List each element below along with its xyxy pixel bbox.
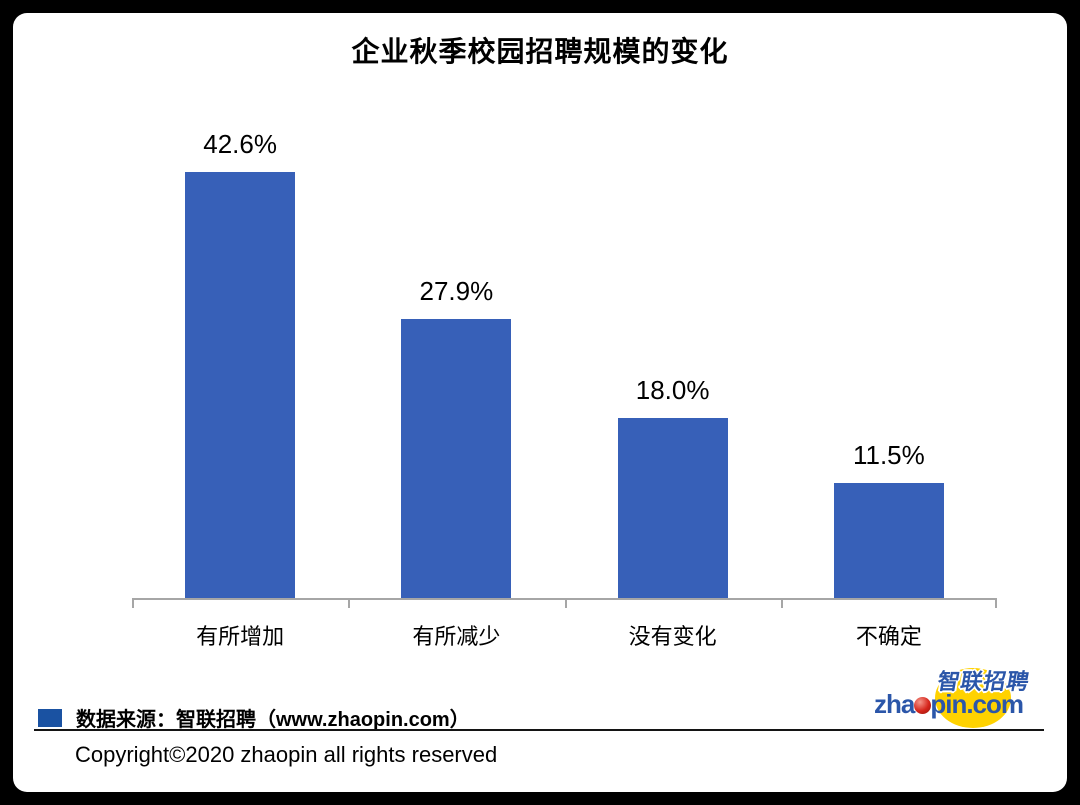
axis-tick xyxy=(780,600,783,608)
bar-group: 11.5% xyxy=(781,125,997,598)
chart-card: 企业秋季校园招聘规模的变化 42.6% 27.9% 18.0% 11.5% 有所增加有… xyxy=(13,13,1067,792)
chart-title: 企业秋季校园招聘规模的变化 xyxy=(351,36,729,67)
axis-tick xyxy=(564,600,567,608)
category-label: 有所减少 xyxy=(412,624,501,649)
separator-line xyxy=(34,729,1044,731)
bar xyxy=(617,418,728,598)
copyright-text: Copyright©2020 zhaopin all rights reserv… xyxy=(75,742,498,767)
bar-group: 27.9% xyxy=(348,125,564,598)
bar xyxy=(401,319,512,598)
axis-tick xyxy=(348,600,351,608)
bar-group: 18.0% xyxy=(565,125,781,598)
axis-tick xyxy=(132,600,134,608)
axis-tick xyxy=(995,600,997,608)
logo-red-ball-icon xyxy=(914,697,932,714)
bar-group: 42.6% xyxy=(132,125,348,598)
bar-value-label: 11.5% xyxy=(852,440,925,470)
legend-swatch-icon xyxy=(38,708,62,727)
logo-yellow-ellipse-icon xyxy=(935,668,1011,728)
bar-value-label: 27.9% xyxy=(419,276,494,306)
bar xyxy=(833,483,944,598)
category-labels: 有所增加 有所减少 没有变化 不确定 xyxy=(132,619,997,651)
category-label: 没有变化 xyxy=(628,624,717,649)
bar-columns: 42.6% 27.9% 18.0% 11.5% xyxy=(132,125,997,598)
category-label: 有所增加 xyxy=(196,624,285,649)
bar-value-label: 42.6% xyxy=(203,129,277,159)
legend: 数据来源：智联招聘（www.zhaopin.com） xyxy=(38,703,470,732)
logo-domain-text: zha pin.com xyxy=(874,689,1024,720)
x-axis-line xyxy=(132,598,997,608)
legend-source-label: 数据来源：智联招聘（www.zhaopin.com） xyxy=(76,709,470,731)
bar xyxy=(185,172,296,598)
plot-area: 42.6% 27.9% 18.0% 11.5% xyxy=(132,125,997,608)
logo-domain-prefix: zha xyxy=(874,689,915,719)
zhaopin-logo: 智联招聘 zha pin.com xyxy=(872,655,1052,729)
category-label: 不确定 xyxy=(855,624,922,649)
logo-domain-suffix: pin.com xyxy=(930,689,1024,719)
bar-value-label: 18.0% xyxy=(635,375,710,405)
